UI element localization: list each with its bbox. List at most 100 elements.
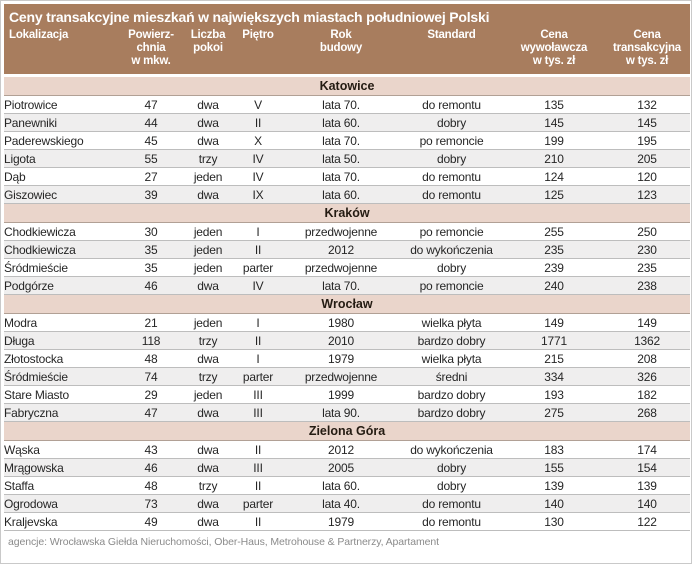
- cell-lokalizacja: Ligota: [4, 149, 119, 168]
- cell-lokalizacja: Panewniki: [4, 113, 119, 132]
- cell-powierzchnia: 27: [119, 167, 183, 186]
- cell-standard: wielka płyta: [399, 313, 504, 332]
- cell-powierzchnia: 74: [119, 367, 183, 386]
- cell-standard: dobry: [399, 149, 504, 168]
- cell-liczba-pokoi: jeden: [183, 222, 233, 241]
- table-row: Stare Miasto 29 jeden III 1999 bardzo dobry 19…: [4, 385, 691, 404]
- cell-pietro: V: [233, 95, 283, 114]
- cell-standard: po remoncie: [399, 131, 504, 150]
- cell-rok-budowy: 1999: [283, 385, 399, 404]
- cell-cena-transakcyjna: 182: [604, 385, 691, 404]
- cell-cena-wywolawcza: 124: [504, 167, 604, 186]
- cell-pietro: II: [233, 331, 283, 350]
- table-row: Panewniki 44 dwa II lata 60. dobry 145 145: [4, 113, 691, 132]
- cell-standard: do remontu: [399, 185, 504, 204]
- cell-pietro: IV: [233, 149, 283, 168]
- table-row: Wąska 43 dwa II 2012 do wykończenia 183 174: [4, 440, 691, 459]
- cell-powierzchnia: 48: [119, 349, 183, 368]
- cell-standard: do remontu: [399, 95, 504, 114]
- cell-cena-wywolawcza: 255: [504, 222, 604, 241]
- cell-rok-budowy: 2012: [283, 440, 399, 459]
- cell-cena-wywolawcza: 210: [504, 149, 604, 168]
- table-row: Śródmieście 74 trzy parter przedwojenne średn…: [4, 367, 691, 386]
- cell-pietro: I: [233, 222, 283, 241]
- column-header-lokalizacja: Lokalizacja: [4, 28, 119, 77]
- cell-liczba-pokoi: jeden: [183, 258, 233, 277]
- cell-liczba-pokoi: dwa: [183, 458, 233, 477]
- cell-pietro: I: [233, 313, 283, 332]
- cell-powierzchnia: 46: [119, 276, 183, 295]
- cell-powierzchnia: 35: [119, 240, 183, 259]
- cell-standard: dobry: [399, 458, 504, 477]
- cell-lokalizacja: Chodkiewicza: [4, 222, 119, 241]
- cell-lokalizacja: Fabryczna: [4, 403, 119, 422]
- cell-liczba-pokoi: dwa: [183, 512, 233, 531]
- cell-liczba-pokoi: dwa: [183, 131, 233, 150]
- cell-pietro: II: [233, 440, 283, 459]
- cell-powierzchnia: 73: [119, 494, 183, 513]
- cell-standard: dobry: [399, 476, 504, 495]
- column-header-rok-budowy: Rok budowy: [283, 28, 399, 77]
- section-city-label: Katowice: [4, 75, 691, 96]
- column-header-standard: Standard: [399, 28, 504, 77]
- cell-pietro: III: [233, 403, 283, 422]
- cell-cena-transakcyjna: 132: [604, 95, 691, 114]
- table-row: Śródmieście 35 jeden parter przedwojenne dobr…: [4, 258, 691, 277]
- cell-powierzchnia: 55: [119, 149, 183, 168]
- cell-cena-wywolawcza: 240: [504, 276, 604, 295]
- cell-cena-wywolawcza: 135: [504, 95, 604, 114]
- cell-standard: do remontu: [399, 494, 504, 513]
- cell-cena-wywolawcza: 199: [504, 131, 604, 150]
- cell-cena-transakcyjna: 195: [604, 131, 691, 150]
- cell-liczba-pokoi: dwa: [183, 95, 233, 114]
- cell-cena-transakcyjna: 230: [604, 240, 691, 259]
- cell-lokalizacja: Giszowiec: [4, 185, 119, 204]
- cell-standard: po remoncie: [399, 222, 504, 241]
- cell-cena-transakcyjna: 250: [604, 222, 691, 241]
- cell-liczba-pokoi: trzy: [183, 149, 233, 168]
- cell-cena-wywolawcza: 334: [504, 367, 604, 386]
- cell-powierzchnia: 47: [119, 403, 183, 422]
- section-city-label: Wrocław: [4, 294, 691, 314]
- cell-powierzchnia: 21: [119, 313, 183, 332]
- column-header-powierzchnia: Powierz- chnia w mkw.: [119, 28, 183, 77]
- section-row: Zielona Góra: [4, 421, 691, 441]
- cell-pietro: II: [233, 476, 283, 495]
- cell-rok-budowy: 1979: [283, 512, 399, 531]
- cell-standard: do remontu: [399, 167, 504, 186]
- cell-powierzchnia: 48: [119, 476, 183, 495]
- cell-standard: po remoncie: [399, 276, 504, 295]
- cell-liczba-pokoi: jeden: [183, 385, 233, 404]
- cell-powierzchnia: 46: [119, 458, 183, 477]
- cell-standard: bardzo dobry: [399, 331, 504, 350]
- cell-cena-wywolawcza: 149: [504, 313, 604, 332]
- cell-standard: średni: [399, 367, 504, 386]
- cell-powierzchnia: 118: [119, 331, 183, 350]
- cell-lokalizacja: Piotrowice: [4, 95, 119, 114]
- cell-lokalizacja: Staffa: [4, 476, 119, 495]
- cell-cena-transakcyjna: 238: [604, 276, 691, 295]
- cell-pietro: I: [233, 349, 283, 368]
- table-row: Mrągowska 46 dwa III 2005 dobry 155 154: [4, 458, 691, 477]
- cell-cena-transakcyjna: 123: [604, 185, 691, 204]
- cell-lokalizacja: Śródmieście: [4, 367, 119, 386]
- cell-liczba-pokoi: jeden: [183, 313, 233, 332]
- cell-standard: dobry: [399, 113, 504, 132]
- cell-cena-transakcyjna: 139: [604, 476, 691, 495]
- cell-cena-wywolawcza: 235: [504, 240, 604, 259]
- cell-pietro: X: [233, 131, 283, 150]
- cell-cena-wywolawcza: 145: [504, 113, 604, 132]
- cell-cena-transakcyjna: 235: [604, 258, 691, 277]
- cell-cena-transakcyjna: 149: [604, 313, 691, 332]
- section-city-label: Zielona Góra: [4, 421, 691, 441]
- cell-rok-budowy: lata 60.: [283, 476, 399, 495]
- cell-pietro: III: [233, 385, 283, 404]
- cell-rok-budowy: 2012: [283, 240, 399, 259]
- cell-rok-budowy: 2010: [283, 331, 399, 350]
- cell-lokalizacja: Długa: [4, 331, 119, 350]
- cell-rok-budowy: 2005: [283, 458, 399, 477]
- cell-powierzchnia: 47: [119, 95, 183, 114]
- cell-pietro: parter: [233, 258, 283, 277]
- cell-liczba-pokoi: dwa: [183, 185, 233, 204]
